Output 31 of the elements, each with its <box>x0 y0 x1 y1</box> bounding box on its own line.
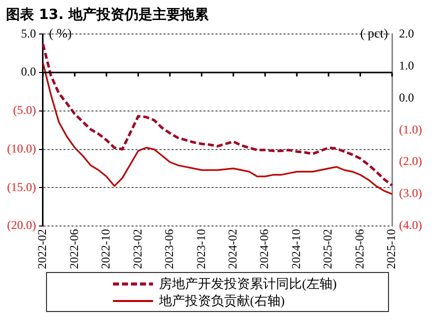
x-tick-label: 2024-02 <box>226 229 240 270</box>
y-tick-label: 0.0 <box>20 64 36 79</box>
x-tick-label: 2025-10 <box>384 229 398 270</box>
y2-axis-title: ( pct) <box>360 26 388 41</box>
y-tick-label: (5.0) <box>12 103 36 118</box>
x-tick-label: 2023-06 <box>162 229 176 270</box>
y2-tick-label: 2.0 <box>399 26 414 40</box>
x-tick-label: 2024-06 <box>257 229 272 270</box>
y-tick-label: (10.0) <box>6 141 36 156</box>
x-tick-label: 2022-06 <box>66 229 81 270</box>
x-tick-label: 2023-02 <box>130 229 144 270</box>
y-tick-label: (15.0) <box>6 180 36 194</box>
y2-tick-label: (4.0) <box>399 218 422 232</box>
y-tick-label: (20.0) <box>6 218 36 232</box>
y2-tick-label: 1.0 <box>399 58 414 72</box>
y2-tick-label: (1.0) <box>399 122 422 136</box>
y-axis-title: ( %) <box>48 26 72 41</box>
y2-tick-label: (2.0) <box>399 154 422 168</box>
x-tick-label: 2024-10 <box>288 229 303 270</box>
x-tick-label: 2022-10 <box>98 229 113 270</box>
x-tick-label: 2023-10 <box>194 229 208 270</box>
y-tick-label: 5.0 <box>20 26 36 40</box>
chart-title: 图表 13. 地产投资仍是主要拖累 <box>5 6 210 24</box>
line-series <box>42 42 394 187</box>
x-tick-label: 2025-06 <box>352 229 366 270</box>
y2-tick-label: (3.0) <box>399 186 422 200</box>
y2-tick-label: 0.0 <box>399 90 414 104</box>
x-tick-label: 2025-02 <box>320 229 335 270</box>
legend-label: 房地产开发投资累计同比(左轴) <box>159 274 337 292</box>
x-tick-label: 2022-02 <box>35 229 50 270</box>
legend-label: 地产投资负贡献(右轴) <box>159 292 285 310</box>
